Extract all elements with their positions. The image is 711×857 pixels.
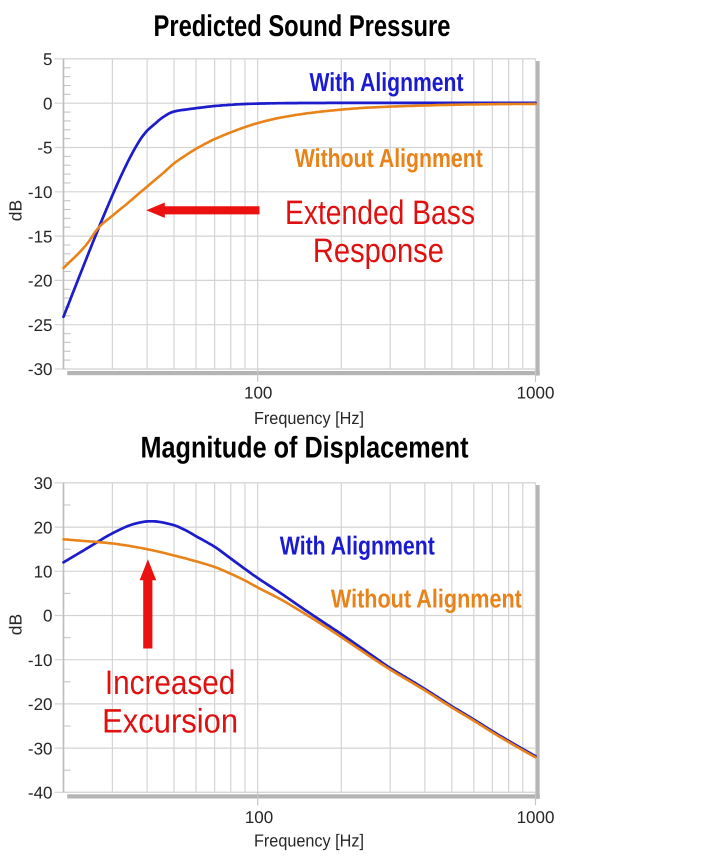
svg-text:-5: -5 xyxy=(37,139,52,158)
svg-text:100: 100 xyxy=(245,808,273,827)
svg-text:-20: -20 xyxy=(28,695,53,714)
svg-text:Excursion: Excursion xyxy=(102,702,238,740)
svg-text:Frequency [Hz]: Frequency [Hz] xyxy=(254,831,364,851)
svg-text:dB: dB xyxy=(6,200,26,221)
svg-text:Increased: Increased xyxy=(105,664,236,702)
svg-text:-15: -15 xyxy=(28,227,53,246)
svg-text:Response: Response xyxy=(313,232,444,270)
svg-text:5: 5 xyxy=(43,50,52,69)
svg-text:dB: dB xyxy=(6,614,26,635)
svg-text:-25: -25 xyxy=(28,316,53,335)
svg-text:0: 0 xyxy=(43,94,52,113)
svg-text:-10: -10 xyxy=(28,651,53,670)
svg-text:1000: 1000 xyxy=(517,808,555,827)
svg-text:Predicted Sound Pressure: Predicted Sound Pressure xyxy=(154,10,451,43)
svg-text:Without Alignment: Without Alignment xyxy=(295,143,483,173)
svg-text:0: 0 xyxy=(43,607,52,626)
svg-text:100: 100 xyxy=(244,384,272,403)
svg-text:30: 30 xyxy=(34,474,53,493)
svg-text:20: 20 xyxy=(34,518,53,537)
svg-text:-30: -30 xyxy=(28,360,53,379)
svg-text:1000: 1000 xyxy=(517,384,555,403)
svg-text:-10: -10 xyxy=(28,183,53,202)
svg-text:-20: -20 xyxy=(28,272,53,291)
svg-text:Extended Bass: Extended Bass xyxy=(285,194,475,232)
svg-text:Without Alignment: Without Alignment xyxy=(331,583,522,613)
svg-text:-40: -40 xyxy=(28,784,53,803)
svg-text:10: 10 xyxy=(34,563,53,582)
svg-text:Magnitude of Displacement: Magnitude of Displacement xyxy=(141,432,469,465)
svg-text:With Alignment: With Alignment xyxy=(310,67,464,97)
svg-text:With Alignment: With Alignment xyxy=(280,531,435,561)
svg-text:Frequency [Hz]: Frequency [Hz] xyxy=(254,408,364,428)
svg-text:-30: -30 xyxy=(28,739,53,758)
